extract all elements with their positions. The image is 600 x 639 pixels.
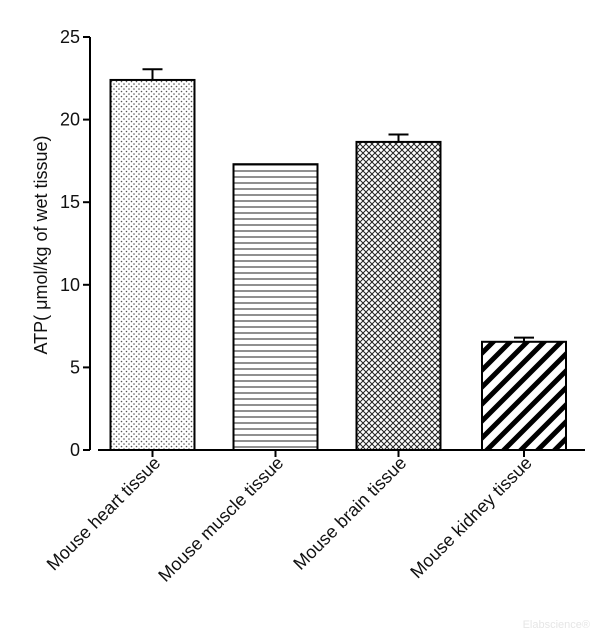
y-tick-label: 0 bbox=[70, 440, 80, 460]
watermark: Elabscience® bbox=[523, 619, 590, 631]
y-tick-label: 5 bbox=[70, 357, 80, 377]
y-tick-label: 15 bbox=[60, 192, 80, 212]
bar bbox=[109, 78, 196, 452]
x-tick-label: Mouse heart tissue bbox=[43, 453, 165, 575]
y-tick-label: 20 bbox=[60, 110, 80, 130]
bar bbox=[232, 163, 319, 451]
y-axis-label: ATP( μmol/kg of wet tissue) bbox=[31, 135, 51, 354]
y-tick-label: 25 bbox=[60, 27, 80, 47]
y-tick-label: 10 bbox=[60, 275, 80, 295]
x-tick-label: Mouse muscle tissue bbox=[154, 453, 287, 586]
x-tick-label: Mouse kidney tissue bbox=[406, 453, 535, 582]
bars bbox=[109, 68, 567, 452]
bar bbox=[355, 140, 442, 451]
bar bbox=[481, 340, 567, 452]
x-tick-label: Mouse brain tissue bbox=[289, 453, 410, 574]
